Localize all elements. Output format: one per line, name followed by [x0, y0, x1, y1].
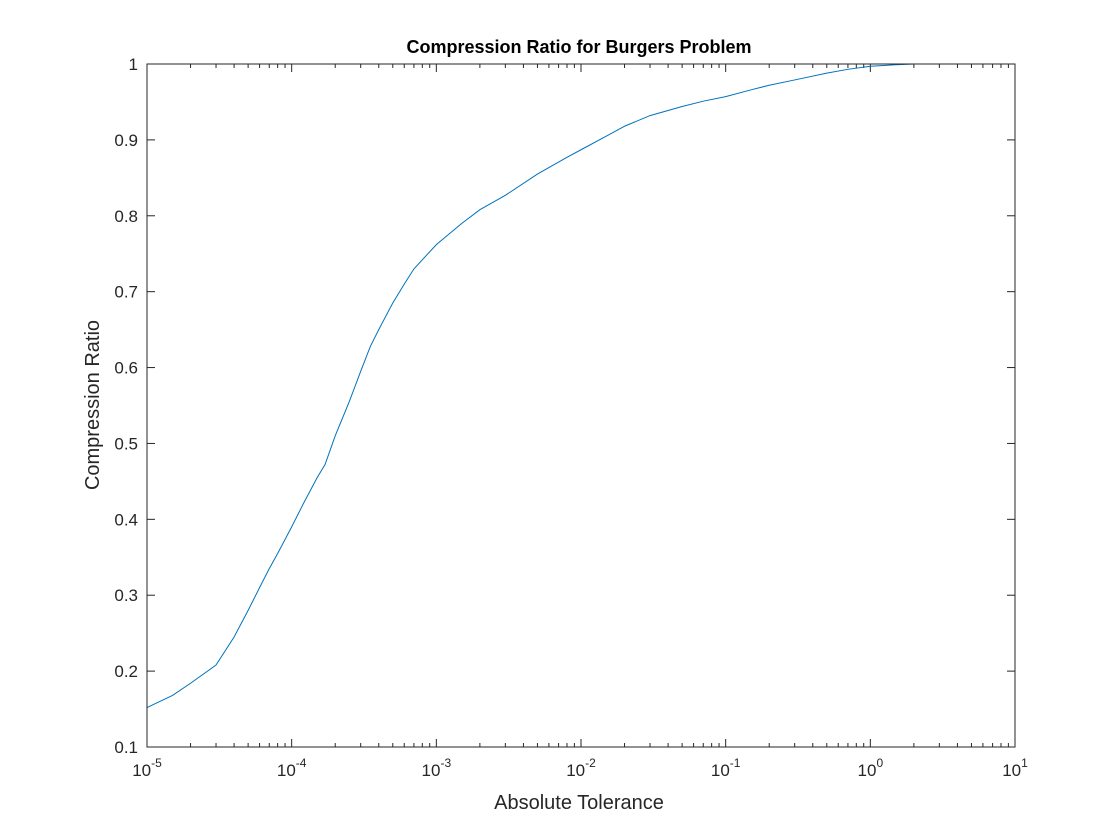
x-tick-labels: 10-5 10-4 10-3 10-2 10-1 100 101 — [132, 756, 1028, 780]
y-tick-label: 0.5 — [114, 434, 138, 453]
x-tick-label: 10-4 — [277, 756, 307, 780]
y-tick-label: 0.1 — [114, 738, 138, 757]
y-tick-label: 0.6 — [114, 359, 138, 378]
y-axis-label: Compression Ratio — [82, 320, 104, 490]
y-tick-label: 0.3 — [114, 586, 138, 605]
x-tick-label: 100 — [858, 756, 884, 780]
y-tick-label: 0.2 — [114, 662, 138, 681]
x-tick-label: 10-2 — [566, 756, 596, 780]
y-tick-label: 0.7 — [114, 283, 138, 302]
y-tick-label: 1 — [129, 55, 138, 74]
y-tick-label: 0.4 — [114, 510, 138, 529]
y-tick-labels: 0.1 0.2 0.3 0.4 0.5 0.6 0.7 0.8 0.9 1 — [114, 55, 138, 757]
chart-title: Compression Ratio for Burgers Problem — [406, 37, 751, 57]
x-tick-label: 10-3 — [422, 756, 452, 780]
x-tick-label: 10-5 — [132, 756, 162, 780]
y-tick-label: 0.9 — [114, 131, 138, 150]
x-axis-label: Absolute Tolerance — [494, 792, 664, 814]
axis-ticks — [146, 63, 1016, 748]
x-tick-label: 101 — [1002, 756, 1028, 780]
x-tick-label: 10-1 — [711, 756, 741, 780]
axes-frame — [146, 63, 1016, 748]
plot-area — [146, 63, 1015, 708]
y-tick-label: 0.8 — [114, 207, 138, 226]
series-line — [146, 63, 1015, 708]
